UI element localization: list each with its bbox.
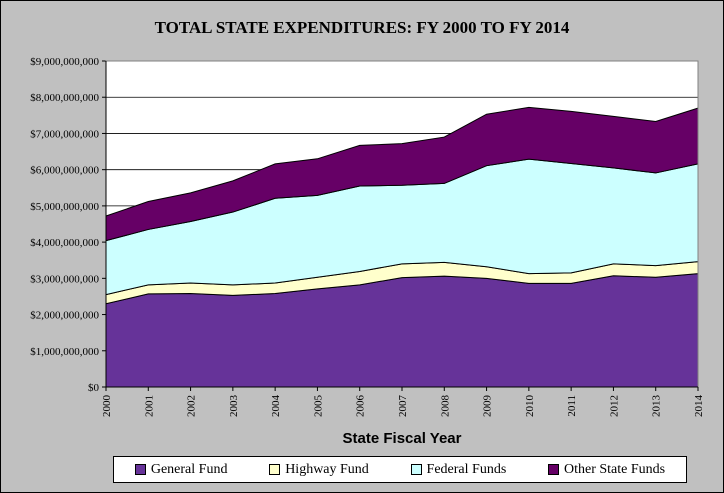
y-tick-label: $0 <box>88 382 100 394</box>
y-tick-label: $7,000,000,000 <box>30 128 99 140</box>
x-tick-labels: 2000 2001 2002 2003 2004 2005 2006 2007 2008 2009… <box>101 394 705 417</box>
x-tick-label: 2011 <box>566 395 578 417</box>
x-tick-label: 2009 <box>482 394 494 417</box>
x-tick-label: 2008 <box>439 395 451 418</box>
legend-item-1: Highway Fund <box>269 462 369 478</box>
legend-label: General Fund <box>150 461 228 477</box>
legend-swatch <box>548 464 559 475</box>
chart-title: TOTAL STATE EXPENDITURES: FY 2000 TO FY … <box>154 18 570 37</box>
x-tick-label: 2010 <box>524 395 536 418</box>
area-series <box>105 106 699 388</box>
legend-label: Highway Fund <box>285 461 369 477</box>
legend-label: Federal Funds <box>426 461 507 477</box>
legend-swatch <box>134 464 146 475</box>
x-axis-label: State Fiscal Year <box>342 430 462 447</box>
y-tick-label: $3,000,000,000 <box>30 273 99 285</box>
legend-item-2: Federal Funds <box>410 461 507 478</box>
x-tick-label: 2002 <box>186 395 198 417</box>
x-tick-label: 2001 <box>143 395 155 417</box>
legend: General Fund Highway Fund Federal Funds Oth… <box>113 456 687 483</box>
legend-item-0: General Fund <box>134 461 228 478</box>
legend-label: Other State Funds <box>564 461 666 477</box>
y-tick-label: $4,000,000,000 <box>30 237 99 249</box>
x-tick-label: 2004 <box>270 395 282 418</box>
x-tick-label: 2014 <box>693 395 705 418</box>
x-tick-label: 2003 <box>228 395 240 418</box>
x-tick-label: 2007 <box>397 395 409 418</box>
y-tick-label: $2,000,000,000 <box>30 310 99 322</box>
axes <box>105 60 699 391</box>
y-tick-label: $5,000,000,000 <box>30 201 99 213</box>
legend-swatch <box>269 464 281 475</box>
y-tick-label: $1,000,000,000 <box>30 346 99 358</box>
x-tick-label: 2013 <box>651 395 663 418</box>
y-tick-label: $9,000,000,000 <box>30 56 99 68</box>
x-tick-label: 2005 <box>312 395 324 418</box>
legend-swatch <box>410 464 422 475</box>
legend-item-3: Other State Funds <box>548 462 665 478</box>
x-tick-label: 2006 <box>355 395 367 418</box>
y-tick-label: $6,000,000,000 <box>30 165 99 177</box>
y-tick-label: $8,000,000,000 <box>30 92 99 104</box>
x-tick-label: 2012 <box>608 395 620 417</box>
y-tick-labels: $0 $1,000,000,000 $2,000,000,000 $3,000,000… <box>30 56 99 394</box>
x-tick-label: 2000 <box>101 395 113 418</box>
